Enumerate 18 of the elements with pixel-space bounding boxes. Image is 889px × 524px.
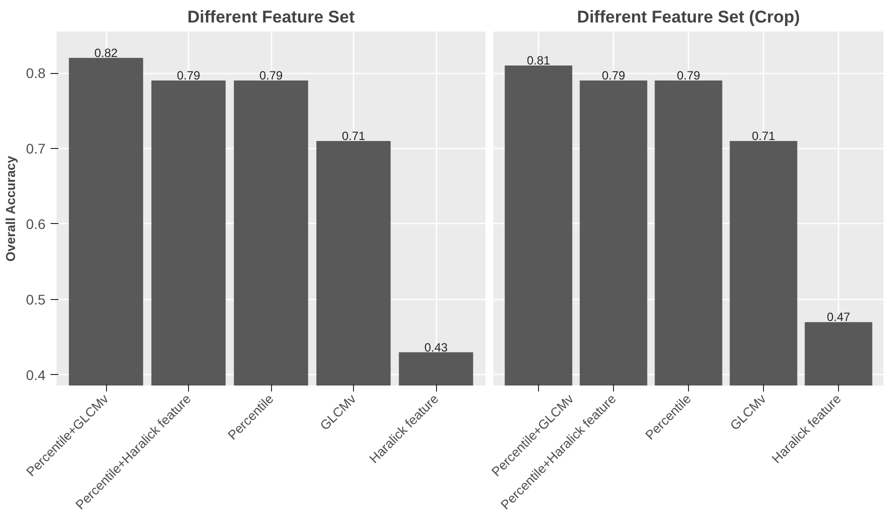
data-label: 0.47 (826, 310, 851, 324)
data-label: 0.79 (176, 68, 201, 83)
y-tick-label: 0.8 (26, 65, 46, 82)
data-label: 0.79 (602, 68, 626, 83)
y-tick-label: 0.5 (26, 291, 46, 308)
data-label: 0.79 (259, 68, 284, 83)
data-label: 0.82 (94, 46, 118, 60)
y-tick-label: 0.6 (26, 216, 46, 232)
data-label: 0.71 (752, 128, 776, 143)
data-label: 0.71 (342, 128, 366, 143)
data-label: 0.81 (526, 53, 551, 68)
y-tick-label: 0.4 (26, 366, 46, 383)
chart-title: Different Feature Set (Crop) (577, 8, 800, 26)
y-tick-label: 0.7 (26, 140, 46, 156)
chart-title: Different Feature Set (187, 8, 355, 26)
data-label: 0.43 (424, 340, 448, 354)
y-axis-title: Overall Accuracy (3, 155, 18, 262)
data-label: 0.79 (676, 68, 701, 83)
